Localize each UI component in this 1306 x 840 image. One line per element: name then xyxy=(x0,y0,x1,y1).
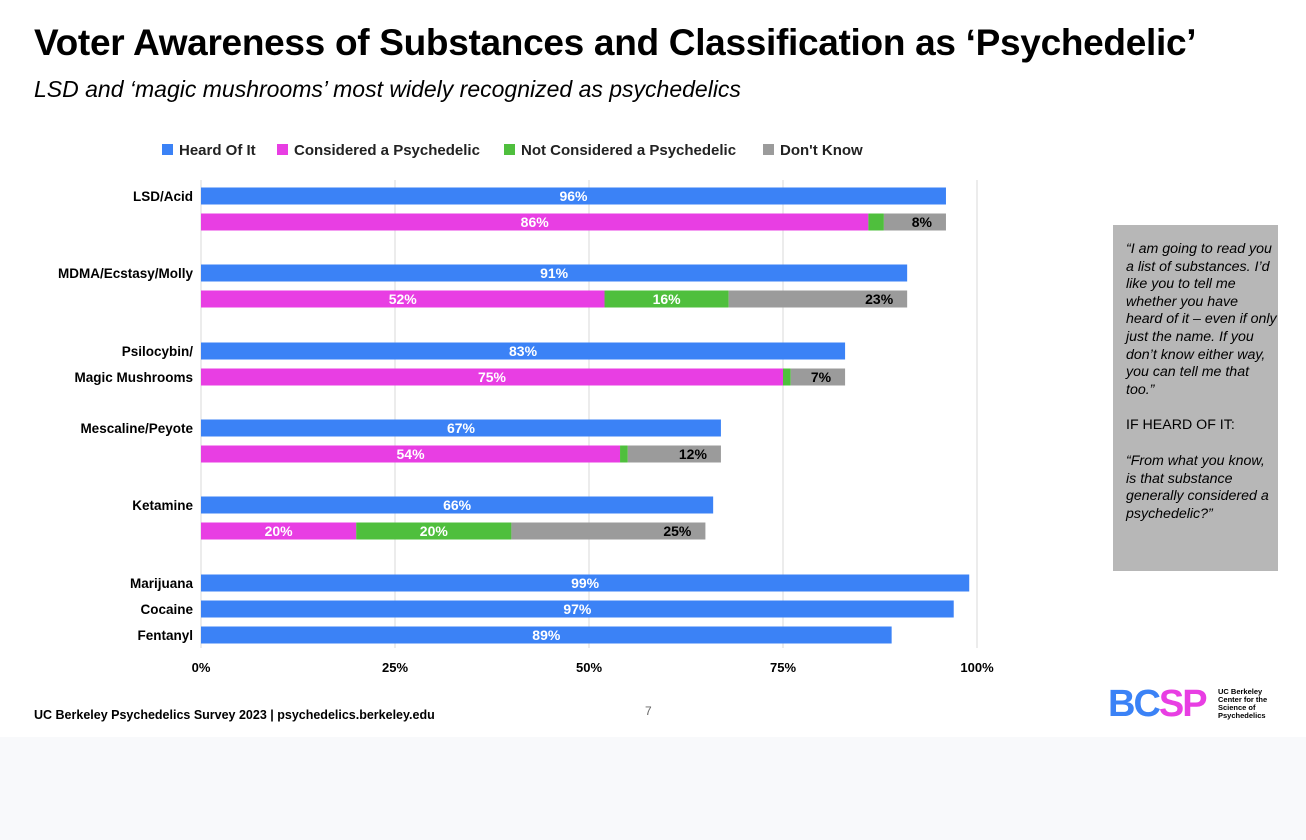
bar-segment xyxy=(511,522,706,540)
legend-swatch xyxy=(162,144,173,155)
bcsp-logo: BCSP UC Berkeley Center for the Science … xyxy=(1108,683,1267,725)
category-label: Psilocybin/ xyxy=(122,344,194,359)
bar-segment xyxy=(790,368,846,386)
bar-segment xyxy=(201,600,954,618)
bar-segment xyxy=(201,187,946,205)
data-label: 54% xyxy=(397,446,426,462)
data-label: 97% xyxy=(563,601,592,617)
question-text: “I am going to read you a list of substa… xyxy=(1126,241,1277,398)
data-label: 75% xyxy=(478,369,507,385)
data-label: 8% xyxy=(912,214,933,230)
category-label: Fentanyl xyxy=(137,628,193,643)
category-label: Mescaline/Peyote xyxy=(80,421,193,436)
bar-segment xyxy=(201,419,721,437)
logo-letter: B xyxy=(1108,683,1135,725)
bar-segment xyxy=(728,290,908,308)
bar-segment xyxy=(201,522,357,540)
bar-segment xyxy=(627,445,721,463)
data-label: 67% xyxy=(447,420,476,436)
slide-title: Voter Awareness of Substances and Classi… xyxy=(34,22,1197,63)
bar-segment xyxy=(783,368,791,386)
slide-subtitle: LSD and ‘magic mushrooms’ most widely re… xyxy=(34,76,741,102)
category-label: LSD/Acid xyxy=(133,189,193,204)
slide: Voter Awareness of Substances and Classi… xyxy=(34,22,1278,725)
data-label: 20% xyxy=(265,523,294,539)
x-tick-label: 50% xyxy=(576,660,602,675)
logo-letter: C xyxy=(1133,683,1160,725)
data-label: 96% xyxy=(559,188,588,204)
category-label: Marijuana xyxy=(130,576,194,591)
bar-segment xyxy=(201,626,892,644)
data-label: 86% xyxy=(521,214,550,230)
bar-segment xyxy=(868,213,884,231)
question-follow-up: “From what you know, is that substance g… xyxy=(1126,452,1269,522)
data-label: 20% xyxy=(420,523,449,539)
data-label: 16% xyxy=(653,291,682,307)
bar-segment xyxy=(201,213,869,231)
bar-segment xyxy=(201,290,605,308)
legend-label: Don't Know xyxy=(780,142,863,159)
legend-swatch xyxy=(504,144,515,155)
page-number: 7 xyxy=(645,704,652,718)
data-label: 52% xyxy=(389,291,418,307)
question-box: “I am going to read you a list of substa… xyxy=(1113,225,1278,571)
x-tick-label: 25% xyxy=(382,660,408,675)
legend-label: Not Considered a Psychedelic xyxy=(521,142,736,159)
bar-segment xyxy=(201,445,621,463)
category-label: Cocaine xyxy=(140,602,193,617)
data-label: 25% xyxy=(663,523,692,539)
data-label: 83% xyxy=(509,343,538,359)
legend-swatch xyxy=(277,144,288,155)
logo-tagline: UC Berkeley Center for the Science of Ps… xyxy=(1218,687,1268,720)
x-tick-label: 75% xyxy=(770,660,796,675)
data-label: 89% xyxy=(532,627,561,643)
data-label: 7% xyxy=(811,369,832,385)
legend-swatch xyxy=(763,144,774,155)
bar-segment xyxy=(201,574,970,592)
category-label: MDMA/Ecstasy/Molly xyxy=(58,266,194,281)
logo-letter: P xyxy=(1182,683,1207,725)
data-label: 99% xyxy=(571,575,600,591)
category-label: Ketamine xyxy=(132,498,193,513)
bar-segment xyxy=(620,445,628,463)
legend-label: Heard Of It xyxy=(179,142,256,159)
bar-segment xyxy=(356,522,512,540)
data-label: 23% xyxy=(865,291,894,307)
bar-segment xyxy=(201,264,908,282)
bar-segment xyxy=(201,342,846,360)
x-tick-label: 100% xyxy=(960,660,994,675)
footer-source: UC Berkeley Psychedelics Survey 2023 | p… xyxy=(34,708,435,722)
data-label: 66% xyxy=(443,497,472,513)
bar-segment xyxy=(201,368,783,386)
data-label: 12% xyxy=(679,446,708,462)
logo-letter: S xyxy=(1158,683,1184,725)
data-label: 91% xyxy=(540,265,569,281)
bar-segment xyxy=(604,290,729,308)
stacked-bar-chart: 0% 25% 50% 75% 100% Heard Of It Considered a P… xyxy=(58,142,994,675)
x-tick-label: 0% xyxy=(192,660,211,675)
category-label: Magic Mushrooms xyxy=(74,370,193,385)
legend-label: Considered a Psychedelic xyxy=(294,142,480,159)
bar-segment xyxy=(883,213,946,231)
question-condition: IF HEARD OF IT: xyxy=(1126,417,1235,434)
bar-segment xyxy=(201,496,714,514)
